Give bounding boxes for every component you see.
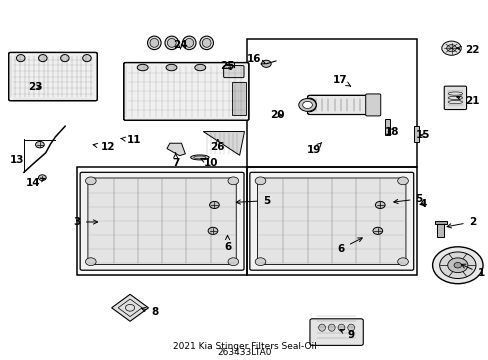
Ellipse shape	[337, 324, 344, 331]
Text: 5: 5	[393, 194, 422, 204]
Text: 10: 10	[201, 158, 218, 168]
Circle shape	[375, 201, 385, 208]
Text: 6: 6	[224, 235, 231, 252]
Text: 11: 11	[121, 135, 141, 145]
Ellipse shape	[397, 177, 407, 185]
Text: 24: 24	[173, 40, 187, 50]
Polygon shape	[111, 294, 148, 321]
Circle shape	[302, 102, 312, 108]
Text: 18: 18	[385, 126, 399, 136]
Text: 1: 1	[460, 264, 484, 278]
Text: 20: 20	[270, 110, 284, 120]
Text: 22: 22	[456, 45, 479, 55]
Ellipse shape	[318, 324, 325, 331]
Text: 15: 15	[415, 130, 429, 140]
Text: 9: 9	[339, 329, 354, 341]
Circle shape	[261, 60, 271, 67]
Ellipse shape	[194, 64, 205, 71]
Bar	[232, 82, 245, 116]
Ellipse shape	[182, 36, 196, 50]
Text: 5: 5	[236, 196, 269, 206]
Bar	[246, 167, 416, 275]
Text: 4: 4	[418, 199, 426, 209]
Bar	[385, 119, 389, 135]
Ellipse shape	[184, 39, 193, 47]
FancyBboxPatch shape	[249, 172, 413, 270]
Circle shape	[453, 262, 461, 268]
Text: 3: 3	[74, 217, 98, 227]
Ellipse shape	[147, 36, 161, 50]
Circle shape	[39, 175, 46, 180]
Ellipse shape	[200, 36, 213, 50]
Ellipse shape	[227, 177, 238, 185]
Polygon shape	[203, 131, 244, 155]
Ellipse shape	[347, 324, 354, 331]
Text: 26: 26	[210, 139, 224, 153]
Text: 2: 2	[446, 217, 475, 228]
Text: 8: 8	[141, 307, 158, 318]
Text: 14: 14	[26, 178, 44, 188]
Bar	[413, 126, 418, 142]
Text: 13: 13	[9, 155, 24, 165]
Ellipse shape	[190, 155, 209, 160]
Ellipse shape	[397, 258, 407, 266]
Ellipse shape	[82, 55, 91, 62]
Circle shape	[208, 227, 217, 234]
Text: 12: 12	[93, 143, 115, 153]
FancyBboxPatch shape	[443, 86, 466, 109]
Ellipse shape	[85, 258, 96, 266]
Bar	[77, 167, 246, 275]
Ellipse shape	[255, 177, 265, 185]
FancyBboxPatch shape	[257, 178, 405, 265]
Text: 2021 Kia Stinger Filters Seal-Oil: 2021 Kia Stinger Filters Seal-Oil	[172, 342, 316, 351]
FancyBboxPatch shape	[223, 66, 244, 78]
Ellipse shape	[17, 55, 25, 62]
Ellipse shape	[227, 258, 238, 266]
Text: 23: 23	[28, 82, 42, 92]
FancyBboxPatch shape	[123, 63, 248, 120]
Ellipse shape	[85, 177, 96, 185]
Bar	[437, 224, 443, 237]
Circle shape	[446, 45, 455, 52]
Bar	[434, 221, 446, 224]
Text: 6: 6	[337, 238, 362, 253]
Circle shape	[432, 247, 482, 284]
Text: 17: 17	[332, 75, 350, 86]
Text: 16: 16	[246, 54, 265, 64]
Circle shape	[441, 41, 460, 55]
FancyBboxPatch shape	[88, 178, 236, 265]
Bar	[246, 39, 416, 167]
FancyBboxPatch shape	[80, 172, 244, 270]
Ellipse shape	[167, 39, 176, 47]
Ellipse shape	[164, 36, 178, 50]
Ellipse shape	[202, 39, 211, 47]
Ellipse shape	[255, 258, 265, 266]
Text: 7: 7	[172, 153, 179, 168]
Text: 25: 25	[220, 61, 234, 71]
FancyBboxPatch shape	[365, 94, 380, 116]
Ellipse shape	[166, 64, 177, 71]
Ellipse shape	[223, 64, 234, 71]
Circle shape	[298, 99, 316, 111]
Ellipse shape	[303, 98, 316, 112]
Circle shape	[372, 227, 382, 234]
Circle shape	[447, 258, 467, 273]
Polygon shape	[166, 143, 185, 156]
Circle shape	[36, 141, 44, 148]
Circle shape	[209, 201, 219, 208]
Text: 21: 21	[456, 96, 479, 107]
Ellipse shape	[328, 324, 334, 331]
Ellipse shape	[61, 55, 69, 62]
Ellipse shape	[150, 39, 159, 47]
Text: 263433LTA0: 263433LTA0	[217, 348, 271, 357]
FancyBboxPatch shape	[309, 319, 363, 345]
FancyBboxPatch shape	[307, 95, 370, 114]
FancyBboxPatch shape	[9, 53, 97, 101]
Text: 19: 19	[306, 143, 321, 155]
Ellipse shape	[137, 64, 148, 71]
Ellipse shape	[39, 55, 47, 62]
Circle shape	[439, 252, 475, 279]
